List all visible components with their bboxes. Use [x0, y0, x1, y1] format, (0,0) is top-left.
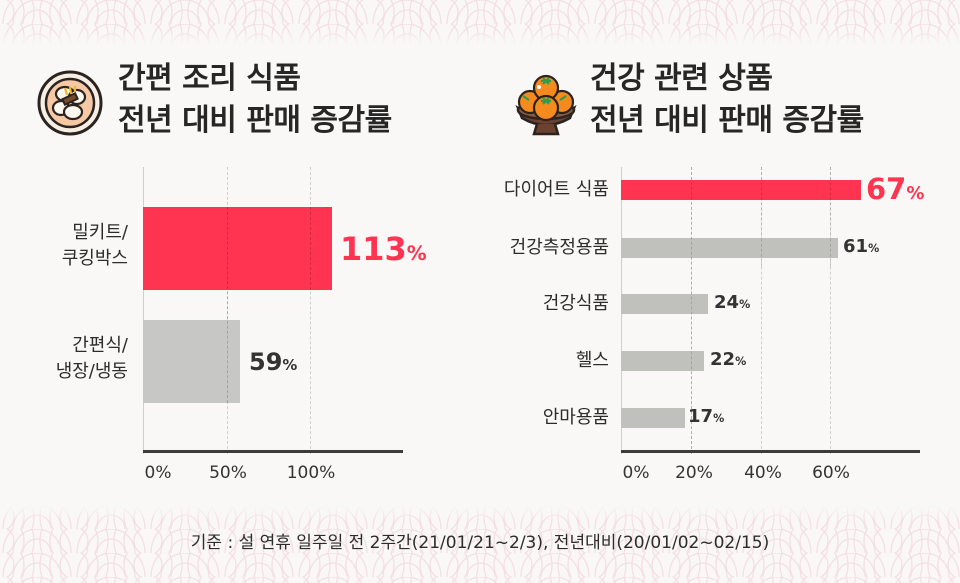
left-grid-100-overlay	[310, 207, 311, 290]
bar-health-food	[621, 294, 708, 314]
footnote: 기준 : 설 연휴 일주일 전 2주간(21/01/21~2/3), 전년대비(…	[190, 533, 770, 553]
wave-pattern-top	[0, 0, 960, 45]
value-label-health-measuring: 61%	[843, 236, 880, 257]
right-title-line1: 건강 관련 상품	[590, 61, 773, 96]
value-label-fitness: 22%	[710, 349, 747, 370]
right-x-axis	[621, 450, 920, 453]
left-grid-100	[310, 167, 311, 454]
left-y-axis	[143, 167, 144, 454]
category-label: 건강식품	[542, 293, 609, 314]
left-panel: 간편 조리 식품 전년 대비 판매 증감률 밀키트/ 쿠킹박스 간편식/ 냉장/…	[0, 0, 480, 500]
x-tick: 0%	[144, 463, 172, 483]
x-tick: 60%	[812, 463, 850, 483]
x-tick: 100%	[286, 463, 336, 483]
x-tick: 20%	[675, 463, 713, 483]
right-grid-40	[761, 167, 762, 454]
right-panel: 건강 관련 상품 전년 대비 판매 증감률 다이어트 식품 건강측정용품 건강식…	[480, 0, 960, 500]
right-grid-60	[830, 167, 831, 454]
right-title-line2: 전년 대비 판매 증감률	[590, 103, 864, 138]
x-tick: 40%	[744, 463, 782, 483]
right-grid-20-overlay	[691, 167, 692, 454]
category-label: 헬스	[575, 350, 609, 371]
bar-diet-food	[621, 180, 861, 200]
wave-pattern-bottom	[0, 505, 960, 583]
bar-massage	[621, 408, 685, 428]
category-label: 안마용품	[542, 407, 609, 428]
left-grid-50-overlay	[227, 207, 228, 403]
value-label-meal-kit: 113%	[340, 230, 427, 268]
x-tick: 0%	[622, 463, 650, 483]
x-tick: 50%	[209, 463, 247, 483]
left-x-axis	[143, 450, 403, 453]
category-label: 다이어트 식품	[503, 179, 609, 200]
value-label-convenience-food: 59%	[249, 348, 298, 376]
value-label-diet-food: 67%	[866, 172, 925, 206]
bar-health-measuring	[621, 238, 838, 258]
left-title-line1: 간편 조리 식품	[118, 61, 301, 96]
bar-fitness	[621, 351, 704, 371]
bar-convenience-food	[143, 320, 240, 403]
value-label-health-food: 24%	[714, 292, 751, 313]
category-label: 간편식/ 냉장/냉동	[55, 335, 128, 382]
left-grid-50	[227, 167, 228, 454]
persimmon-platter-icon	[515, 74, 577, 136]
category-label: 건강측정용품	[509, 237, 609, 258]
right-grid-60-overlay	[830, 167, 831, 267]
left-title-line2: 전년 대비 판매 증감률	[118, 103, 392, 138]
category-label: 밀키트/ 쿠킹박스	[61, 222, 128, 269]
bar-meal-kit	[143, 207, 332, 290]
right-grid-40-overlay	[761, 167, 762, 267]
rice-cake-dish-icon	[37, 70, 103, 136]
value-label-massage: 17%	[688, 406, 725, 427]
